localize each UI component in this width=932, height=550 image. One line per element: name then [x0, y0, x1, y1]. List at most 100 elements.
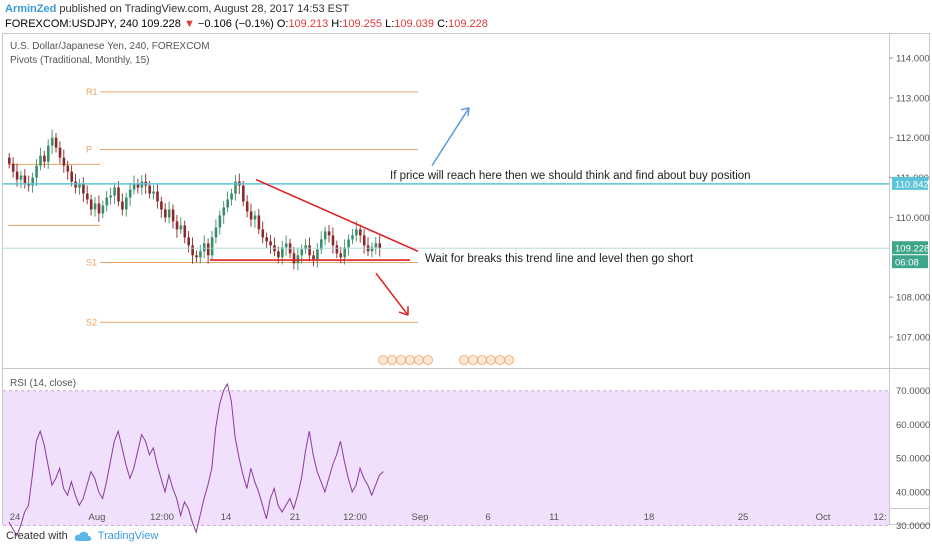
candle-body [257, 215, 261, 230]
candle-body [164, 209, 167, 218]
dividend-marker-icon [486, 355, 496, 365]
candle-body [210, 237, 214, 256]
close-label: C: [437, 18, 449, 30]
time-tick-label: Oct [816, 512, 831, 523]
candle-body [35, 165, 38, 178]
time-tick-label: 14 [221, 512, 232, 523]
candle-body [109, 195, 112, 198]
candle-body [335, 245, 339, 254]
dividend-marker-icon [423, 355, 433, 365]
last-price-label: 109.228 [895, 244, 929, 255]
buy-arrowhead-icon [460, 107, 470, 116]
short-arrow [375, 272, 409, 316]
rsi-tick-label: 50.0000 [896, 454, 930, 465]
candle-body [269, 241, 272, 246]
candle-body [226, 199, 229, 208]
high-value: 109.255 [342, 18, 383, 30]
level-price-label-box [892, 176, 928, 190]
candle-body [284, 243, 288, 248]
buy-annotation: If price will reach here then we should … [390, 170, 751, 182]
candle-body [355, 229, 358, 236]
candle-body [277, 251, 280, 258]
short-arrowhead-icon [398, 306, 409, 316]
candle-body [58, 147, 62, 158]
candle-body [253, 215, 257, 220]
author-link[interactable]: ArminZed [5, 3, 57, 15]
candle-body [78, 183, 81, 188]
price-tick-label: 113.000 [896, 93, 930, 104]
candle-body [230, 193, 233, 200]
candle-body [183, 225, 187, 238]
rsi-pane: 70.0000 60.0000 50.0000 40.0000 30.0000 [3, 382, 930, 537]
candle-body [82, 183, 85, 194]
price-tick-label: 108.000 [896, 293, 930, 304]
candle-body [15, 171, 19, 180]
publish-line: ArminZed published on TradingView.com, A… [5, 3, 349, 15]
pivot-label: R1 [86, 87, 98, 97]
candle-body [370, 247, 374, 252]
candle-body [374, 243, 378, 248]
candle-body [54, 137, 58, 148]
pivots-legend[interactable]: Pivots (Traditional, Monthly, 15) [10, 55, 150, 66]
rsi-tick-label: 30.0000 [896, 521, 930, 532]
candle-body [50, 137, 54, 146]
time-tick-label: Sep [412, 512, 429, 523]
pivot-levels: R1 P S1 S2 [8, 87, 418, 327]
candle-body [351, 235, 354, 240]
symbol-name: FOREXCOM:USDJPY, 240 [5, 18, 139, 30]
rsi-tick-label: 40.0000 [896, 487, 930, 498]
bar-countdown-label-box [892, 255, 928, 269]
price-tick-label: 112.000 [896, 133, 930, 144]
price-tick-label: 114.000 [896, 54, 930, 65]
candle-body [323, 231, 327, 240]
candle-body [93, 203, 97, 210]
candle-body [292, 253, 296, 264]
candle-body [128, 189, 132, 198]
candle-body [148, 185, 151, 194]
candle-body [47, 145, 50, 162]
candle-body [331, 235, 335, 246]
drawings [3, 107, 889, 365]
candle-body [160, 201, 163, 210]
time-tick-label: 25 [738, 512, 749, 523]
dividend-marker-icon [396, 355, 406, 365]
descending-trend-line [255, 178, 419, 253]
candle-body [132, 183, 136, 190]
bar-countdown-label: 06:08 [895, 258, 919, 269]
candle-body [359, 229, 362, 236]
level-price-label: 110.842 [895, 179, 929, 190]
candle-body [113, 187, 116, 196]
dividend-marker-icon [414, 355, 424, 365]
close-value: 109.228 [448, 18, 488, 30]
candle-body [245, 201, 249, 212]
candle-body [300, 249, 304, 256]
candle-body [234, 181, 237, 194]
candle-body [327, 231, 331, 236]
candle-body [308, 245, 311, 256]
time-axis: 24 Aug 12:00 14 21 12:00 Sep 6 11 18 25 Oct 12: [10, 512, 887, 523]
time-tick-label: 18 [644, 512, 655, 523]
candle-body [43, 155, 46, 162]
candle-body [339, 253, 343, 258]
rsi-legend[interactable]: RSI (14, close) [10, 378, 77, 389]
price-axis: 114.000113.000112.000111.000110.000108.0… [889, 54, 930, 344]
candle-body [343, 247, 346, 258]
candle-body [62, 157, 66, 166]
candle-body [19, 175, 23, 180]
dividend-marker-icon [378, 355, 388, 365]
candle-body [281, 247, 284, 258]
dividend-marker-icon [387, 355, 397, 365]
candle-body [187, 237, 190, 246]
short-annotation: Wait for breaks this trend line and leve… [425, 253, 694, 265]
rsi-tick-label: 70.0000 [896, 386, 930, 397]
low-label: L: [385, 18, 395, 30]
time-tick-label: 12:00 [150, 512, 174, 523]
tradingview-brand[interactable]: TradingView [97, 530, 159, 542]
price-change: −0.106 (−0.1%) [197, 18, 274, 30]
footer: Created with TradingView [6, 530, 158, 542]
candle-body [312, 255, 315, 260]
dividend-marker-icon [468, 355, 478, 365]
candle-body [203, 243, 206, 252]
open-value: 109.213 [288, 18, 329, 30]
